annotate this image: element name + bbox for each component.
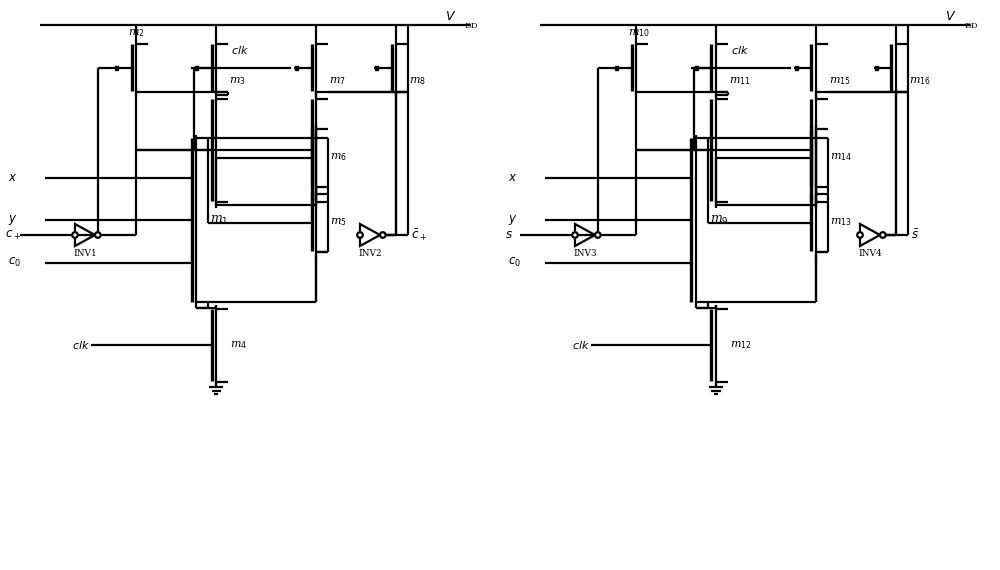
Text: m$_{12}$: m$_{12}$ [730,339,752,351]
Circle shape [380,232,386,238]
Circle shape [72,232,78,238]
Text: $clk$: $clk$ [72,339,90,351]
Bar [295,66,298,70]
Bar [875,66,878,70]
Text: INV1: INV1 [73,249,97,258]
Bar [615,66,618,70]
Text: $clk$: $clk$ [731,44,750,56]
Text: m$_4$: m$_4$ [230,339,247,351]
Circle shape [880,232,886,238]
Text: $\bar{s}$: $\bar{s}$ [911,229,919,242]
Text: $x$: $x$ [508,171,517,184]
Text: m$_{16}$: m$_{16}$ [909,75,931,87]
Text: m$_9$: m$_9$ [710,213,729,226]
Text: m$_5$: m$_5$ [330,217,347,229]
Text: INV3: INV3 [573,249,597,258]
Text: m$_6$: m$_6$ [330,152,347,164]
Circle shape [572,232,578,238]
Text: $clk$: $clk$ [572,339,590,351]
Bar [115,66,118,70]
Text: $s$: $s$ [505,229,513,242]
Text: m$_{11}$: m$_{11}$ [729,75,751,87]
Text: m$_7$: m$_7$ [329,75,346,87]
Text: $clk$: $clk$ [231,44,250,56]
Text: DD: DD [965,22,978,30]
Text: $c_0$: $c_0$ [8,256,21,269]
Circle shape [357,232,363,238]
Text: $y$: $y$ [508,213,517,227]
Text: m$_{14}$: m$_{14}$ [830,152,852,164]
Text: INV4: INV4 [858,249,882,258]
Text: m$_{13}$: m$_{13}$ [830,217,852,229]
Bar [195,66,198,70]
Text: $V$: $V$ [445,10,456,23]
Bar [695,66,698,70]
Circle shape [595,232,601,238]
Text: $\bar{c}_+$: $\bar{c}_+$ [411,227,427,243]
Text: m$_{15}$: m$_{15}$ [829,75,851,87]
Text: m$_3$: m$_3$ [229,75,246,87]
Text: m$_2$: m$_2$ [128,27,145,39]
Bar [375,66,378,70]
Text: m$_8$: m$_8$ [409,75,426,87]
Circle shape [95,232,101,238]
Text: $c_0$: $c_0$ [508,256,521,269]
Text: DD: DD [465,22,479,30]
Text: m$_1$: m$_1$ [210,213,229,226]
Text: $c_+$: $c_+$ [5,229,21,242]
Circle shape [857,232,863,238]
Text: $x$: $x$ [8,171,17,184]
Text: INV2: INV2 [358,249,382,258]
Text: m$_{10}$: m$_{10}$ [628,27,650,39]
Text: $y$: $y$ [8,213,17,227]
Bar [795,66,798,70]
Text: $V$: $V$ [945,10,956,23]
